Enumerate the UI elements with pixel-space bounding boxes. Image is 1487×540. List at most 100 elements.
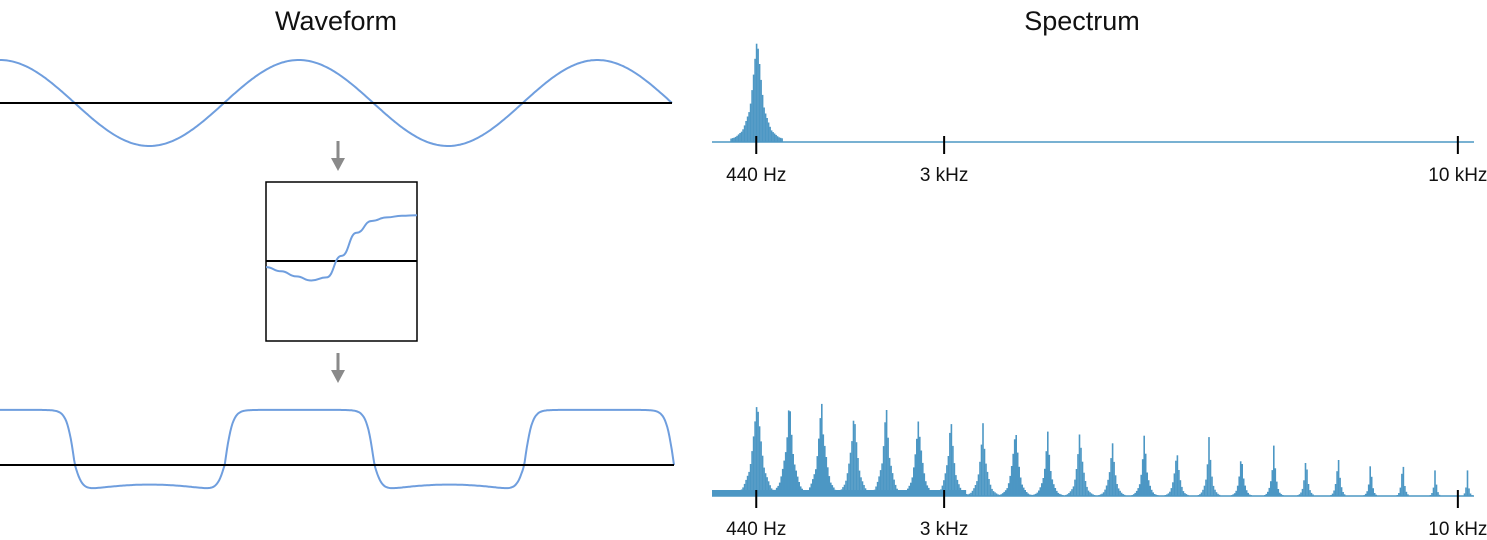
spectrum-bar — [943, 480, 945, 496]
spectrum-bar — [795, 470, 797, 496]
spectrum-bar — [781, 138, 783, 142]
spectrum-bar — [752, 436, 755, 496]
spectrum-bar — [761, 455, 764, 496]
spectrum-bar — [1273, 445, 1275, 496]
arrow-down-icon — [331, 353, 345, 383]
spectrum-bar — [749, 464, 752, 496]
spectrum-bar — [997, 494, 999, 496]
spectrum-bar — [1102, 492, 1105, 496]
spectrum-bar — [1333, 490, 1335, 496]
spectrum-bar — [1009, 475, 1011, 496]
spectrum-bar — [980, 444, 983, 496]
spectrum-bar — [1092, 494, 1094, 496]
spectrum-bar — [858, 470, 861, 496]
spectrum-bar — [740, 131, 743, 142]
spectrum-bar — [1104, 489, 1106, 496]
spectrum-bar — [910, 482, 912, 496]
spectrum-bar — [1134, 492, 1136, 496]
spectrum-bar — [757, 48, 759, 143]
spectrum-bar — [1398, 493, 1400, 496]
spectrum-bar — [1312, 494, 1314, 496]
spectrum-bar — [1105, 485, 1108, 496]
spectrum-bar — [758, 64, 761, 142]
spectrum-peak — [730, 407, 783, 496]
spectrum-bar — [1432, 487, 1435, 496]
output-spectrum-bars — [712, 403, 1473, 496]
spectrum-bar — [1238, 476, 1240, 496]
spectrum-bar — [917, 421, 920, 496]
spectrum-bar — [796, 476, 799, 496]
spectrum-bar — [784, 452, 787, 496]
spectrum-bar — [827, 467, 829, 496]
spectrum-bar — [925, 481, 927, 496]
spectrum-bar — [830, 482, 832, 496]
spectrum-bar — [1074, 479, 1076, 496]
spectrum-bar — [1334, 484, 1337, 496]
spectrum-peak — [1297, 463, 1314, 496]
spectrum-bar — [1135, 490, 1138, 496]
spectrum-bar — [1173, 473, 1176, 496]
spectrum-bar — [923, 473, 926, 496]
input-spectrum-ticks: 440 Hz 3 kHz 10 kHz — [726, 136, 1487, 186]
spectrum-peak — [898, 421, 939, 496]
spectrum-bar — [1113, 461, 1115, 496]
spectrum-bar — [1153, 494, 1156, 496]
spectrum-bar — [979, 461, 981, 496]
spectrum-bar — [967, 494, 969, 496]
spectrum-bar — [780, 476, 782, 496]
spectrum-bar — [1279, 492, 1281, 496]
spectrum-bar — [1244, 485, 1246, 496]
spectrum-bar — [1021, 484, 1023, 496]
spectrum-bar — [748, 112, 750, 142]
spectrum-bar — [1036, 492, 1039, 496]
spectrum-bar — [1110, 458, 1112, 496]
spectrum-bar — [860, 477, 862, 496]
spectrum-bar — [1401, 473, 1403, 496]
spectrum-bar — [819, 418, 822, 496]
spectrum-bar — [751, 90, 753, 142]
spectrum-bar — [1370, 476, 1373, 496]
spectrum-bar — [971, 490, 974, 496]
spectrum-bar — [1205, 479, 1207, 496]
spectrum-peak — [1396, 466, 1409, 496]
spectrum-bar — [1366, 491, 1368, 496]
spectrum-bar — [1087, 490, 1090, 496]
spectrum-bar — [1465, 487, 1467, 496]
spectrum-bar — [779, 137, 782, 142]
spectrum-bar — [1090, 493, 1093, 496]
spectrum-bar — [825, 457, 828, 496]
spectrum-bar — [1147, 480, 1150, 496]
spectrum-bar — [1241, 464, 1243, 496]
spectrum-bar — [755, 43, 758, 143]
spectrum-bar — [854, 424, 856, 496]
spectrum-bar — [792, 454, 794, 496]
spectrum-bar — [1270, 481, 1272, 496]
spectrum-bar — [1086, 486, 1088, 496]
spectrum-bar — [944, 473, 947, 496]
spectrum-bar — [824, 445, 826, 496]
spectrum-bar — [1045, 451, 1048, 496]
transfer-curve-line — [265, 214, 418, 282]
spectrum-bar — [746, 475, 749, 496]
spectrum-bar — [751, 451, 753, 496]
spectrum-bar — [1019, 477, 1022, 496]
spectrum-bar — [1144, 453, 1147, 496]
spectrum-bar — [1179, 480, 1182, 496]
spectrum-bar — [1138, 484, 1141, 496]
spectrum-bar — [1001, 493, 1004, 496]
spectrum-bar — [742, 129, 744, 142]
spectrum-bar — [1337, 460, 1340, 496]
spectrum-bar — [1215, 492, 1218, 496]
spectrum-bar — [734, 136, 737, 142]
tick-label: 10 kHz — [1428, 519, 1487, 540]
spectrum-bar — [920, 450, 923, 496]
spectrum-bar — [752, 74, 755, 142]
spectrum-bar — [1271, 470, 1274, 496]
spectrum-peak — [1264, 445, 1284, 496]
spectrum-peak — [1131, 435, 1159, 496]
spectrum-bar — [764, 113, 767, 142]
spectrum-bar — [786, 437, 788, 496]
spectrum-bar — [1300, 492, 1302, 496]
spectrum-bar — [736, 135, 738, 142]
